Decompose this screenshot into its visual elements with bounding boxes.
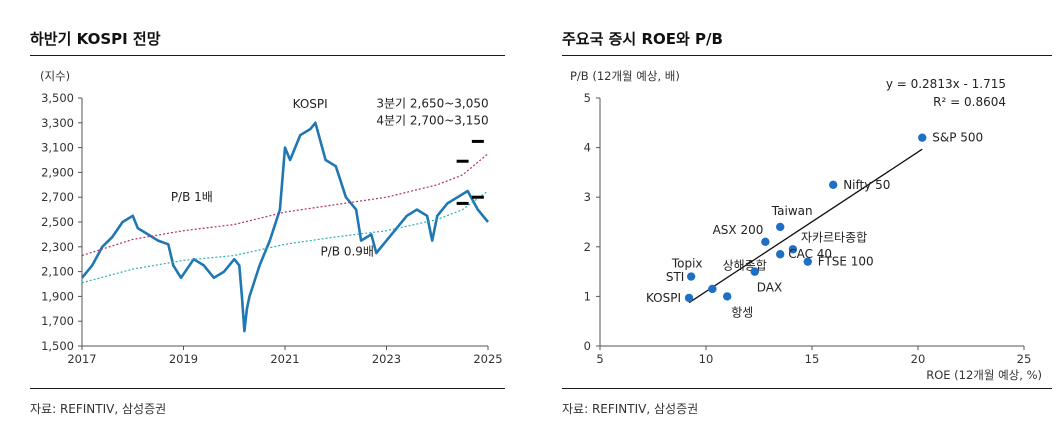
roe-pb-panel-bottom-rule xyxy=(562,388,1052,389)
roe-pb-panel: 주요국 증시 ROE와 P/B P/B (12개월 예상, 배) ROE (12개… xyxy=(530,0,1060,435)
scatter-point-label: Topix xyxy=(671,257,703,271)
pb-1x-label: P/B 1배 xyxy=(171,190,213,204)
pb-1x-series-line xyxy=(81,153,489,257)
scatter-point xyxy=(761,237,770,247)
scatter-point-label: CAC 40 xyxy=(788,247,832,261)
scatter-point-label: KOSPI xyxy=(646,291,681,305)
roe-pb-x-tick-label: 15 xyxy=(805,352,820,366)
roe-pb-x-tick-label: 5 xyxy=(596,352,603,366)
roe-pb-x-axis-label: ROE (12개월 예상, %) xyxy=(926,368,1042,382)
kospi-y-tick-label: 3,300 xyxy=(41,116,74,130)
scatter-point-label: S&P 500 xyxy=(932,131,983,145)
kospi-y-tick-label: 3,100 xyxy=(41,141,74,155)
scatter-point xyxy=(918,133,927,142)
kospi-y-tick-label: 2,900 xyxy=(41,165,74,179)
kospi-panel-top-rule xyxy=(30,55,505,56)
kospi-y-tick-label: 1,500 xyxy=(41,339,74,353)
roe-pb-y-tick-label: 4 xyxy=(584,141,591,155)
kospi-y-tick-label: 3,500 xyxy=(41,91,74,105)
scatter-point-label: 상해종합 xyxy=(723,259,767,273)
kospi-y-tick-label: 1,700 xyxy=(41,314,74,328)
scatter-point xyxy=(684,293,694,303)
scatter-point-label: Taiwan xyxy=(771,204,813,218)
scatter-point-label: 자카르타종합 xyxy=(801,230,867,244)
kospi-y-tick-label: 2,700 xyxy=(41,190,74,204)
roe-pb-x-tick-label: 10 xyxy=(699,352,714,366)
scatter-point-label: 항셍 xyxy=(731,305,753,319)
roe-pb-y-tick-label: 0 xyxy=(584,339,591,353)
kospi-x-tick-label: 2021 xyxy=(270,352,299,366)
roe-pb-y-tick-label: 3 xyxy=(584,190,591,204)
roe-pb-scatter-chart: P/B (12개월 예상, 배) ROE (12개월 예상, %) 0 1 2 3 4 5 5 1… xyxy=(570,69,1042,382)
scatter-point-label: Nifty 50 xyxy=(843,178,890,192)
kospi-y-axis-label: (지수) xyxy=(40,69,70,83)
roe-pb-x-tick-label: 20 xyxy=(911,352,926,366)
roe-pb-panel-top-rule xyxy=(562,55,1052,56)
kospi-y-tick-label: 2,500 xyxy=(41,215,74,229)
scatter-point xyxy=(829,180,838,189)
scatter-point xyxy=(750,267,759,276)
kospi-x-tick-label: 2019 xyxy=(169,352,198,366)
roe-pb-x-tick-label: 25 xyxy=(1017,352,1032,366)
forecast-q4-label: 4분기 2,700~3,150 xyxy=(376,114,488,128)
scatter-point-label: ASX 200 xyxy=(713,223,764,237)
regression-r2-label: R² = 0.8604 xyxy=(933,95,1006,109)
scatter-point-label: DAX xyxy=(757,281,782,295)
scatter-point xyxy=(723,292,732,301)
forecast-q3-label: 3분기 2,650~3,050 xyxy=(376,96,488,110)
scatter-point xyxy=(803,257,812,266)
scatter-point xyxy=(776,222,785,232)
kospi-panel-bottom-rule xyxy=(30,388,505,389)
scatter-point xyxy=(776,250,785,259)
kospi-y-tick-label: 1,900 xyxy=(41,289,74,303)
kospi-panel: 하반기 KOSPI 전망 (지수) 1,500 1,700 1,900 2,100 2,3… xyxy=(0,0,510,435)
kospi-x-tick-label: 2023 xyxy=(372,352,401,366)
regression-line xyxy=(688,148,923,304)
kospi-series-label: KOSPI xyxy=(293,97,328,111)
kospi-x-tick-label: 2025 xyxy=(473,352,502,366)
scatter-point-label: STI xyxy=(666,270,685,284)
kospi-source-note: 자료: REFINTIV, 삼성증권 xyxy=(30,402,167,416)
scatter-point-label: FTSE 100 xyxy=(818,255,874,269)
roe-pb-y-axis-label: P/B (12개월 예상, 배) xyxy=(570,69,680,83)
kospi-x-tick-label: 2017 xyxy=(67,352,96,366)
roe-pb-source-note: 자료: REFINTIV, 삼성증권 xyxy=(562,402,699,416)
pb-09x-label: P/B 0.9배 xyxy=(321,244,374,258)
kospi-panel-title: 하반기 KOSPI 전망 xyxy=(30,30,161,48)
roe-pb-panel-title: 주요국 증시 ROE와 P/B xyxy=(562,30,723,48)
scatter-point xyxy=(788,245,798,254)
kospi-y-tick-label: 2,100 xyxy=(41,265,74,279)
roe-pb-y-tick-label: 2 xyxy=(584,240,591,254)
kospi-y-tick-label: 2,300 xyxy=(41,240,74,254)
scatter-point xyxy=(708,284,717,294)
roe-pb-y-tick-label: 5 xyxy=(584,91,591,105)
roe-pb-y-tick-label: 1 xyxy=(584,289,591,303)
scatter-point xyxy=(686,272,696,281)
kospi-series-line xyxy=(80,121,490,333)
kospi-line-chart: (지수) 1,500 1,700 1,900 2,100 2,300 2,500 2,700 2… xyxy=(40,69,503,366)
regression-equation-label: y = 0.2813x - 1.715 xyxy=(886,77,1006,91)
pb-09x-series-line xyxy=(81,190,489,284)
